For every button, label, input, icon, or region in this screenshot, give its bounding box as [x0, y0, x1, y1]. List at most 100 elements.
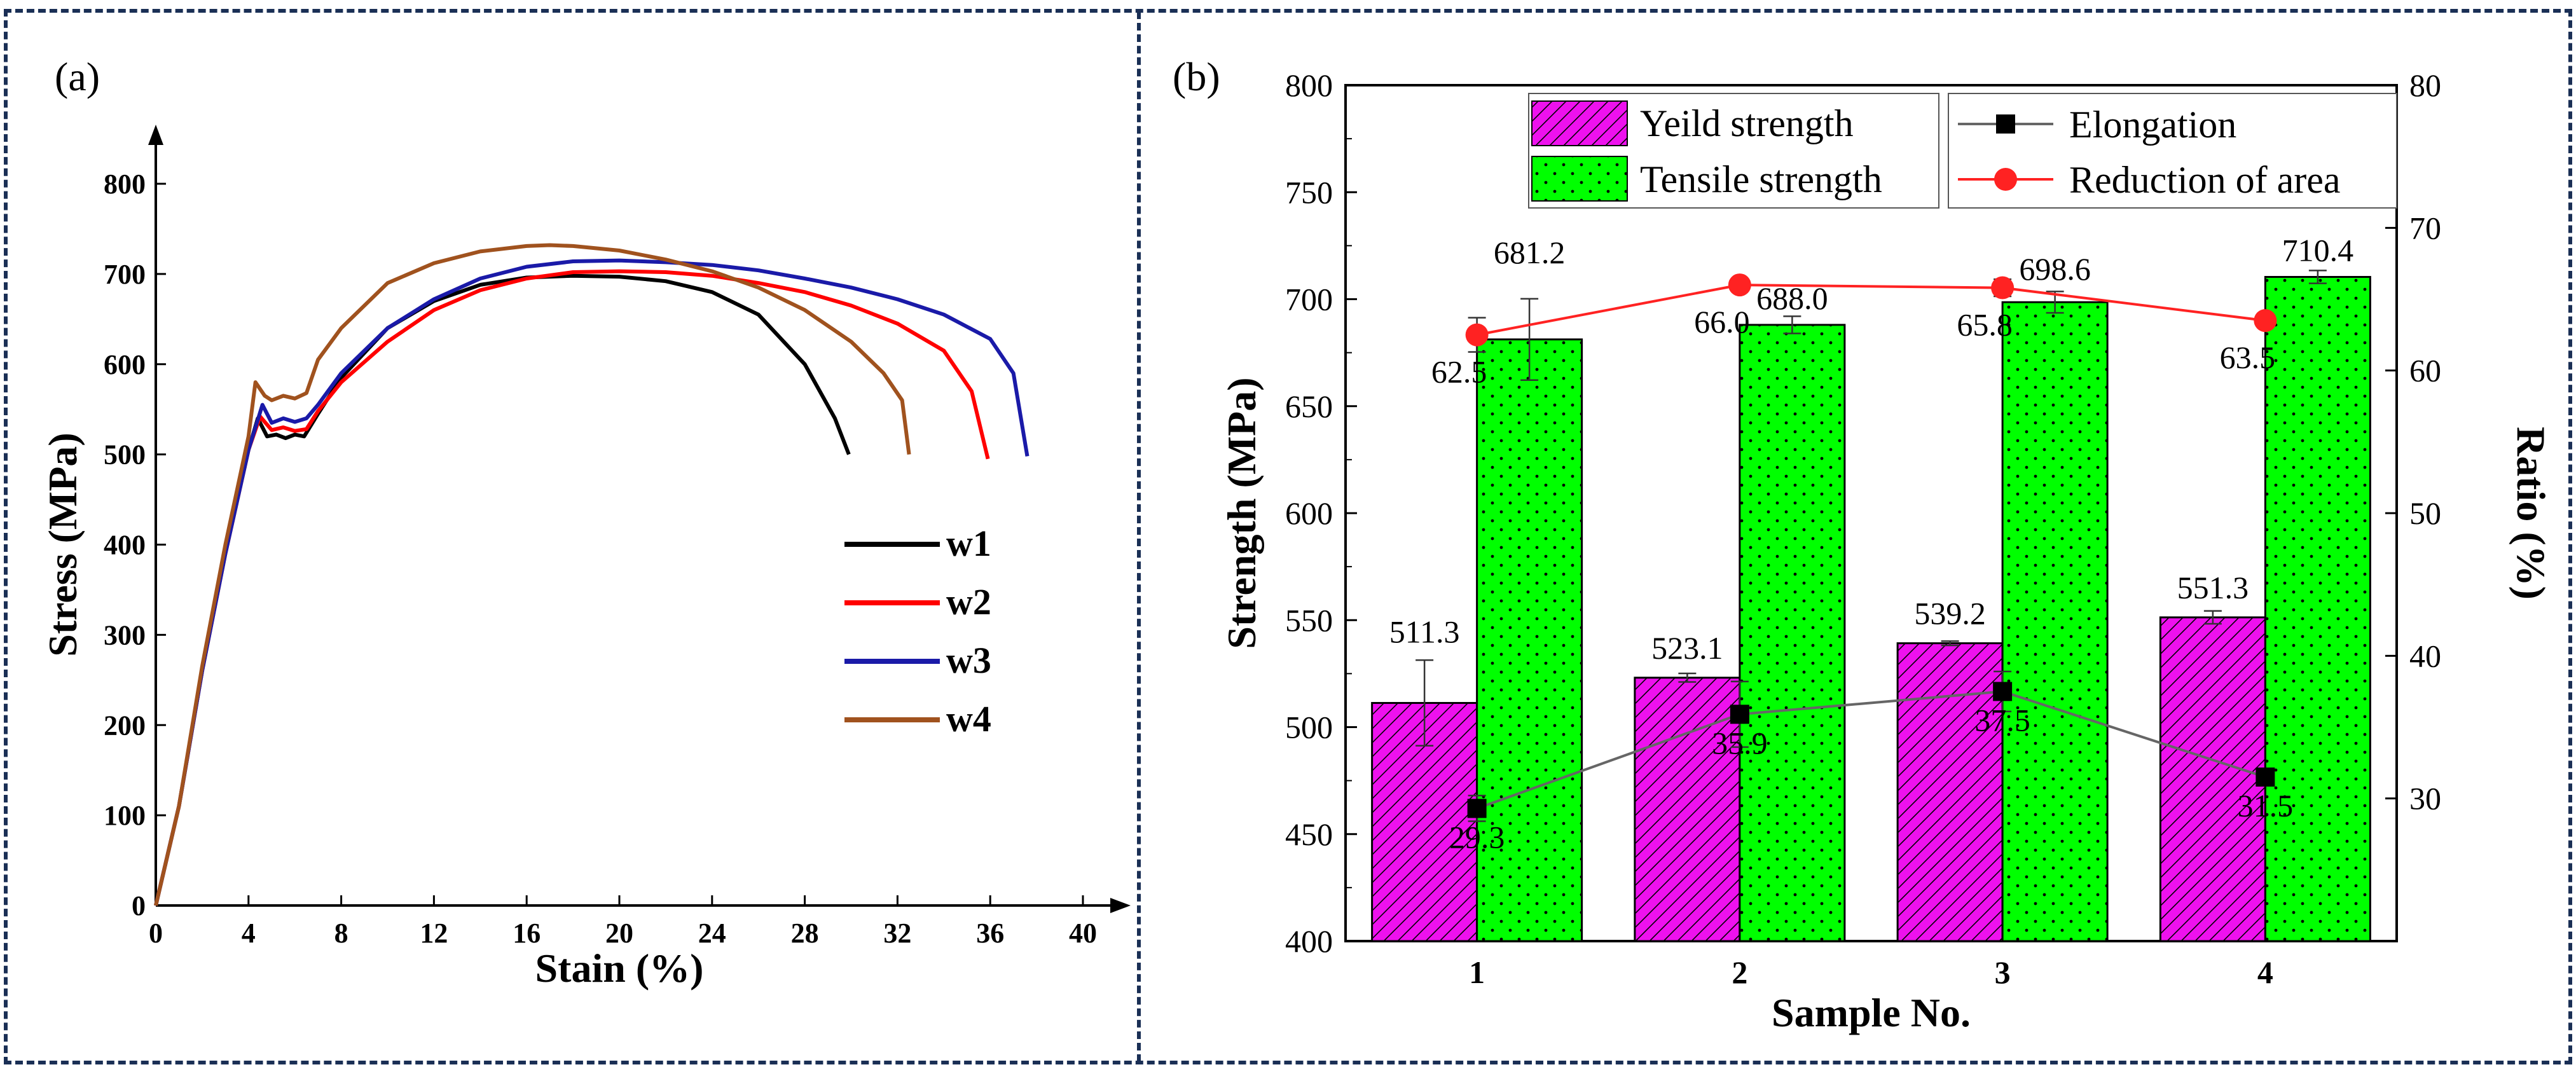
line-elongation	[1476, 690, 2266, 810]
y2-tick-label: 30	[2409, 781, 2441, 816]
y-tick-label: 650	[1285, 389, 1333, 424]
data-label-tensile: 698.6	[2019, 251, 2091, 287]
chart-b-strength-bars: (b) 400 450 500 550 600 650 700 750 800 30 40 50 60 70…	[1173, 54, 2554, 1035]
x-tick-label: 12	[420, 918, 448, 949]
curve-w1	[154, 273, 851, 906]
x-tick-label: 0	[149, 918, 163, 949]
y-axis-arrow	[148, 125, 163, 145]
y-tick-label: 500	[104, 439, 146, 471]
curve-w2	[154, 269, 990, 906]
legend-label-yield: Yeild strength	[1640, 102, 1854, 144]
marker-elongation	[1993, 682, 2013, 701]
data-label-tensile: 681.2	[1494, 235, 1566, 270]
y2-tick-label: 50	[2409, 495, 2441, 531]
legend-label-w4: w4	[946, 698, 991, 740]
x-tick-label: 4	[2257, 954, 2273, 990]
line-reduction-of-area	[1477, 284, 2266, 336]
x-axis-title: Stain (%)	[535, 946, 704, 991]
bar-yield-strength	[1896, 642, 2004, 942]
x-tick-label: 4	[242, 918, 256, 949]
x-tick-label: 1	[1469, 954, 1485, 990]
data-label-reduction: 62.5	[1431, 354, 1487, 390]
x-axis-arrow	[1110, 898, 1131, 913]
figure-frame	[4, 9, 2572, 1064]
x-axis-title: Sample No.	[1772, 990, 1971, 1035]
x-tick-label: 2	[1732, 954, 1747, 990]
legend-swatch-yield	[1531, 100, 1628, 146]
x-tick-label: 3	[1995, 954, 2011, 990]
y-tick-label: 800	[104, 169, 146, 200]
y-tick-label: 750	[1285, 174, 1333, 210]
x-tick-label: 16	[513, 918, 541, 949]
bar-tensile-strength	[2264, 276, 2371, 942]
y2-tick-label: 80	[2409, 67, 2441, 103]
marker-reduction-of-area	[1991, 276, 2015, 299]
y-tick-label: 400	[104, 530, 146, 561]
marker-reduction-of-area	[1728, 273, 1751, 297]
legend-label-tensile: Tensile strength	[1640, 158, 1882, 200]
x-tick-label: 8	[334, 918, 348, 949]
panel-label: (b)	[1173, 54, 1220, 99]
data-label-reduction: 65.8	[1957, 307, 2013, 343]
legend-label-elongation: Elongation	[2069, 104, 2236, 146]
legend-swatch-tensile	[1531, 156, 1628, 202]
y-tick-label: 800	[1285, 67, 1333, 103]
marker-elongation	[1730, 705, 1749, 724]
panel-divider	[1137, 11, 1141, 1062]
y2-tick-label: 60	[2409, 353, 2441, 389]
legend-marker-reduction	[1994, 168, 2017, 191]
data-label-reduction: 66.0	[1694, 304, 1750, 340]
y-tick-label: 200	[104, 710, 146, 741]
bar-tensile-strength	[2001, 301, 2109, 942]
y-axis-title: Stress (MPa)	[40, 432, 85, 657]
y2-tick-label: 70	[2409, 210, 2441, 245]
y-tick-label: 100	[104, 800, 146, 831]
chart-a-stress-strain: (a)0 4 8 12 16 20 24 28 32 36 40010020030040050060…	[40, 54, 1131, 991]
y2-tick-label: 40	[2409, 638, 2441, 673]
marker-reduction-of-area	[2254, 309, 2277, 333]
y-tick-label: 700	[1285, 282, 1333, 317]
x-tick-label: 20	[605, 918, 633, 949]
x-tick-label: 24	[698, 918, 726, 949]
x-tick-label: 32	[883, 918, 911, 949]
y-tick-label: 600	[104, 349, 146, 380]
y-tick-label: 400	[1285, 923, 1333, 959]
bar-yield-strength	[2159, 616, 2266, 942]
y-tick-label: 500	[1285, 710, 1333, 745]
marker-elongation	[2256, 768, 2275, 787]
data-label-yield: 539.2	[1914, 596, 1986, 631]
marker-reduction-of-area	[1465, 323, 1489, 347]
legend-label-reduction: Reduction of area	[2069, 159, 2340, 201]
y-tick-label: 300	[104, 619, 146, 651]
x-tick-label: 28	[791, 918, 819, 949]
data-label-elongation: 31.5	[2238, 788, 2294, 823]
x-tick-label: 36	[976, 918, 1004, 949]
x-tick-label: 40	[1069, 918, 1097, 949]
marker-elongation	[1467, 799, 1487, 818]
data-label-yield: 511.3	[1389, 614, 1460, 649]
bar-yield-strength	[1634, 677, 1741, 942]
y-axis-title: Strength (MPa)	[1219, 377, 1264, 649]
legend-marker-elongation	[1996, 114, 2015, 134]
legend-box-lines	[1948, 93, 2397, 209]
y2-axis-title: Ratio (%)	[2509, 427, 2554, 600]
data-label-yield: 523.1	[1651, 630, 1723, 666]
legend-label-w1: w1	[946, 523, 991, 564]
data-label-tensile: 710.4	[2282, 233, 2354, 268]
data-label-yield: 551.3	[2177, 570, 2249, 605]
legend-label-w2: w2	[946, 581, 991, 623]
curve-w4	[154, 243, 911, 906]
data-label-elongation: 29.3	[1449, 819, 1505, 855]
y-tick-label: 550	[1285, 602, 1333, 638]
y-tick-label: 700	[104, 259, 146, 290]
bar-tensile-strength	[1476, 338, 1583, 942]
bar-tensile-strength	[1739, 324, 1846, 942]
curve-w3	[154, 258, 1030, 906]
data-label-elongation: 37.5	[1974, 702, 2030, 738]
y-tick-label: 600	[1285, 495, 1333, 531]
y-tick-label: 450	[1285, 816, 1333, 852]
data-label-reduction: 63.5	[2220, 340, 2276, 375]
y-tick-label: 0	[132, 890, 146, 921]
legend-label-w3: w3	[946, 640, 991, 681]
panel-label: (a)	[55, 54, 100, 99]
